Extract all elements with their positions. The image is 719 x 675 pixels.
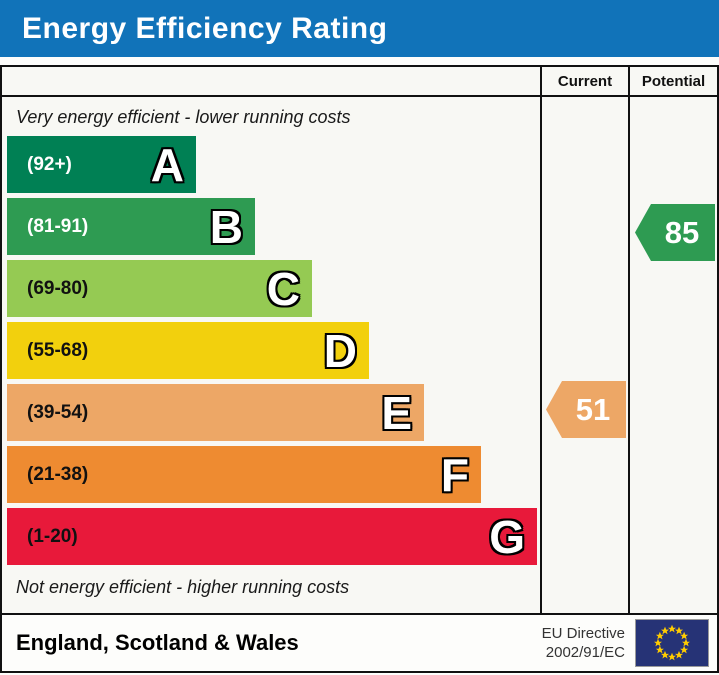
band-chart-area: Very energy efficient - lower running co…: [2, 97, 540, 613]
band-d: (55-68) D: [7, 322, 369, 379]
rating-table: Current Potential Very energy efficient …: [0, 65, 719, 673]
band-a-range: (92+): [27, 153, 72, 175]
table-footer-row: England, Scotland & Wales EU Directive 2…: [2, 613, 717, 671]
band-g-letter: G: [489, 510, 525, 563]
header-spacer: [2, 67, 540, 95]
band-g: (1-20) G: [7, 508, 537, 565]
band-b: (81-91) B: [7, 198, 255, 255]
eu-directive-line2: 2002/91/EC: [545, 644, 625, 661]
band-g-range: (1-20): [27, 525, 78, 547]
top-caption: Very energy efficient - lower running co…: [16, 107, 351, 127]
band-c: (69-80) C: [7, 260, 312, 317]
band-e: (39-54) E: [7, 384, 424, 441]
current-rating-arrow: 51: [546, 381, 626, 438]
potential-rating-arrow: 85: [635, 204, 715, 261]
column-header-potential: Potential: [628, 67, 717, 95]
potential-column: 85: [628, 97, 717, 613]
band-e-range: (39-54): [27, 401, 89, 423]
table-header-row: Current Potential: [2, 67, 717, 97]
band-c-letter: C: [266, 262, 300, 315]
potential-rating-value: 85: [664, 214, 700, 250]
band-f-range: (21-38): [27, 463, 89, 485]
region-label: England, Scotland & Wales: [16, 630, 299, 655]
band-c-range: (69-80): [27, 277, 89, 299]
eu-flag-icon: [635, 619, 709, 667]
band-f-letter: F: [440, 448, 469, 501]
current-column: 51: [540, 97, 628, 613]
bottom-caption: Not energy efficient - higher running co…: [16, 577, 350, 597]
column-header-current: Current: [540, 67, 628, 95]
band-a: (92+) A: [7, 136, 196, 193]
band-b-letter: B: [209, 200, 243, 253]
title-bar: Energy Efficiency Rating: [0, 0, 719, 57]
page-title: Energy Efficiency Rating: [22, 11, 388, 45]
eu-flag-svg: [636, 620, 708, 666]
footer-right-group: EU Directive 2002/91/EC: [542, 619, 709, 667]
eu-directive-label: EU Directive 2002/91/EC: [542, 624, 625, 663]
band-d-letter: D: [323, 324, 357, 377]
eu-directive-line1: EU Directive: [541, 624, 625, 642]
current-rating-value: 51: [575, 391, 611, 427]
band-d-range: (55-68): [27, 339, 89, 361]
table-body-row: Very energy efficient - lower running co…: [2, 97, 717, 613]
band-f: (21-38) F: [7, 446, 481, 503]
band-b-range: (81-91): [27, 215, 89, 237]
band-a-letter: A: [150, 138, 184, 191]
band-e-letter: E: [381, 386, 412, 439]
